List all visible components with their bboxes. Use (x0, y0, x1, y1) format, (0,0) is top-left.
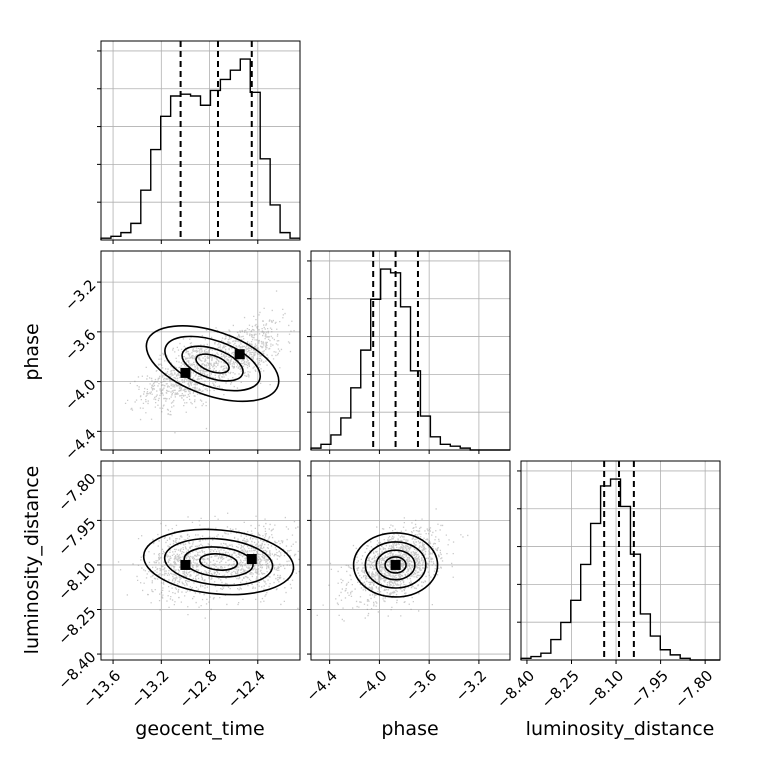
hist-phase-frame (310, 250, 511, 451)
y-label-luminosity-distance: luminosity_distance (21, 466, 43, 655)
contour-level-0-geocent_time-luminosity_distance (142, 528, 295, 596)
hist-step-luminosity_distance (520, 478, 720, 661)
hist-luminosity_distance-frame (520, 460, 721, 661)
contour-level-3-geocent_time-phase (195, 353, 230, 374)
contour-level-0-phase-luminosity_distance (352, 532, 439, 598)
density-panel-phase-luminosity_distance (307, 460, 511, 664)
scatter-samples-geocent_time-phase (124, 290, 295, 434)
mode-marker-1-geocent_time-phase (234, 349, 245, 360)
mode-marker-0-geocent_time-phase (180, 367, 191, 378)
mode-marker-0-geocent_time-luminosity_distance (180, 559, 191, 570)
contour-level-3-phase-luminosity_distance (384, 556, 407, 574)
contour-level-0-geocent_time-phase (145, 325, 280, 403)
contour-level-2-geocent_time-luminosity_distance (183, 546, 254, 578)
x-label-luminosity-distance: luminosity_distance (526, 718, 715, 740)
density-geocent_time-luminosity_distance-frame (100, 460, 301, 661)
density-phase-luminosity_distance-frame (310, 460, 511, 661)
density-geocent_time-phase-frame (100, 250, 301, 451)
hist-panel-geocent_time (97, 40, 301, 244)
x-label-geocent-time: geocent_time (135, 718, 264, 740)
contour-level-3-geocent_time-luminosity_distance (199, 553, 239, 571)
mode-marker-1-geocent_time-luminosity_distance (246, 554, 257, 565)
contour-level-1-phase-luminosity_distance (364, 541, 427, 589)
contour-level-1-geocent_time-phase (164, 335, 262, 392)
contour-level-1-geocent_time-luminosity_distance (163, 537, 274, 587)
hist-step-geocent_time (100, 58, 300, 240)
hist-panel-phase (307, 250, 511, 454)
scatter-samples-geocent_time-luminosity_distance (117, 512, 300, 619)
mode-marker-0-phase-luminosity_distance (390, 559, 401, 570)
hist-step-phase (310, 268, 510, 451)
x-label-phase: phase (381, 718, 438, 740)
density-panel-geocent_time-phase (97, 250, 301, 454)
contour-level-2-geocent_time-phase (181, 345, 244, 382)
density-panel-geocent_time-luminosity_distance (97, 460, 301, 664)
hist-panel-luminosity_distance (517, 460, 721, 664)
y-label-phase: phase (21, 323, 43, 380)
contour-level-2-phase-luminosity_distance (375, 549, 416, 581)
hist-geocent_time-frame (100, 40, 301, 241)
